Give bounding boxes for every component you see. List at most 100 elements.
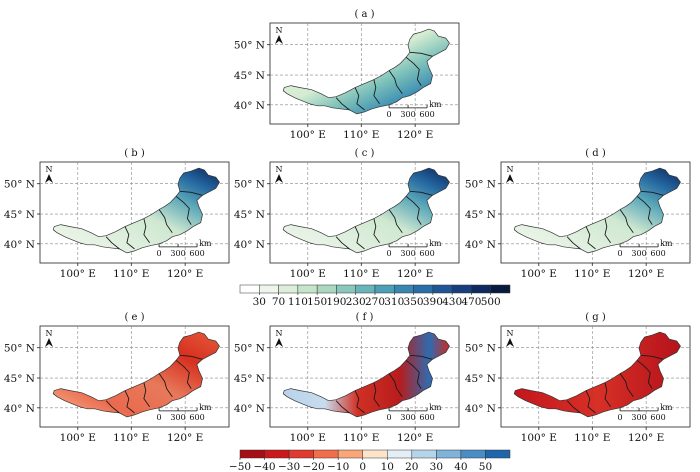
lon-tick-label: 120° E bbox=[397, 268, 433, 280]
internal-boundaries bbox=[335, 354, 433, 414]
scale-bar: km 0 300 600 bbox=[387, 239, 442, 258]
lon-tick-label: 100° E bbox=[521, 432, 557, 444]
scale-tick: 300 bbox=[400, 413, 415, 422]
colorbar-swatch bbox=[355, 284, 376, 294]
colorbar-tick: 50 bbox=[479, 461, 492, 472]
lon-tick-label: 100° E bbox=[60, 432, 96, 444]
north-label: N bbox=[507, 165, 514, 174]
lat-tick-label: 50° N bbox=[4, 343, 35, 355]
region-outline bbox=[282, 28, 450, 115]
scale-tick: 600 bbox=[650, 413, 665, 422]
colorbar-swatch bbox=[490, 284, 511, 294]
scale-tick: 300 bbox=[631, 249, 646, 258]
colorbar-swatch bbox=[471, 284, 491, 294]
scale-unit: km bbox=[429, 100, 442, 109]
scale-tick: 600 bbox=[650, 249, 665, 258]
colorbar-tick: 310 bbox=[384, 296, 404, 308]
north-arrow-icon: N bbox=[275, 329, 283, 347]
north-arrow-icon: N bbox=[45, 329, 53, 347]
colorbar-tick: −40 bbox=[253, 461, 275, 472]
colorbar-swatch bbox=[387, 449, 413, 459]
scale-bar: km 0 300 600 bbox=[157, 403, 212, 422]
scale-tick: 300 bbox=[170, 249, 185, 258]
north-arrow-icon: N bbox=[506, 329, 514, 347]
map-panel-e: ( e ) Nkm 0 300 600 100° E 110° E 120° E 50° N 45… bbox=[4, 312, 230, 444]
north-arrow-icon: N bbox=[275, 26, 283, 44]
lon-tick-label: 110° E bbox=[343, 432, 379, 444]
scale-bar: km 0 300 600 bbox=[618, 403, 673, 422]
lat-tick-label: 40° N bbox=[465, 239, 496, 251]
colorbar-tick: 30 bbox=[253, 296, 266, 308]
lon-tick-label: 120° E bbox=[167, 432, 203, 444]
region-outline bbox=[282, 167, 450, 254]
colorbar-tick: −20 bbox=[303, 461, 325, 472]
map-panel-g: ( g ) Nkm 0 300 600 100° E 110° E 120° E 50° N 45… bbox=[465, 312, 691, 444]
map-panel-a: ( a ) Nkm 0 300 600 100° E 110° E 120° E 50° N 45… bbox=[234, 9, 460, 141]
colorbar-swatch bbox=[411, 449, 437, 459]
colorbar-tick: 350 bbox=[404, 296, 424, 308]
scale-bar: km 0 300 600 bbox=[387, 403, 442, 422]
colorbar-swatch bbox=[336, 284, 356, 294]
north-label: N bbox=[276, 26, 283, 35]
lat-tick-label: 40° N bbox=[465, 403, 496, 415]
panel-label: ( f ) bbox=[356, 312, 374, 323]
colorbar-swatch bbox=[288, 449, 314, 459]
colorbar-tick: 150 bbox=[307, 296, 327, 308]
colorbar-swatch bbox=[485, 449, 511, 459]
north-label: N bbox=[276, 329, 283, 338]
lat-tick-label: 50° N bbox=[234, 40, 265, 52]
colorbar-tick: 270 bbox=[365, 296, 385, 308]
scale-tick: 300 bbox=[631, 413, 646, 422]
colorbar-swatch bbox=[362, 449, 388, 459]
scale-tick: 600 bbox=[419, 110, 434, 119]
scale-tick: 600 bbox=[419, 413, 434, 422]
colorbar-tick: 430 bbox=[442, 296, 462, 308]
colorbar-tick: 190 bbox=[326, 296, 346, 308]
colorbar-swatch bbox=[297, 284, 318, 294]
lon-tick-label: 110° E bbox=[343, 268, 379, 280]
map-panel-c: ( c ) Nkm 0 300 600 100° E 110° E 120° E 50° N 45… bbox=[234, 148, 460, 280]
region-outline bbox=[282, 331, 450, 418]
lon-tick-label: 100° E bbox=[521, 268, 557, 280]
map-panel-b: ( b ) Nkm 0 300 600 100° E 110° E 120° E 50° N 45… bbox=[4, 148, 230, 280]
lat-tick-label: 40° N bbox=[234, 100, 265, 112]
scale-tick: 600 bbox=[189, 249, 204, 258]
colorbar-tick: 110 bbox=[288, 296, 308, 308]
map-panel-d: ( d ) Nkm 0 300 600 100° E 110° E 120° E 50° N 45… bbox=[465, 148, 691, 280]
map-panel-f: ( f ) Nkm 0 300 600 100° E 110° E 120° E 50° N 45… bbox=[234, 312, 460, 444]
panel-label: ( g ) bbox=[585, 312, 606, 323]
lat-tick-label: 45° N bbox=[465, 209, 496, 221]
colorbar-swatch bbox=[259, 284, 279, 294]
internal-boundaries bbox=[335, 190, 433, 250]
colorbar-swatch bbox=[264, 449, 290, 459]
lat-tick-label: 40° N bbox=[234, 239, 265, 251]
colorbar-tick: 0 bbox=[359, 461, 366, 472]
scale-bar: km 0 300 600 bbox=[618, 239, 673, 258]
colorbar-swatch bbox=[316, 284, 337, 294]
lon-tick-label: 120° E bbox=[397, 432, 433, 444]
lat-tick-label: 50° N bbox=[465, 179, 496, 191]
lat-tick-label: 50° N bbox=[234, 179, 265, 191]
lat-tick-label: 45° N bbox=[4, 373, 35, 385]
colorbar-swatch bbox=[337, 449, 363, 459]
scale-tick: 0 bbox=[618, 413, 623, 422]
lat-tick-label: 45° N bbox=[234, 209, 265, 221]
colorbar-tick: −50 bbox=[229, 461, 251, 472]
colorbar-absolute: 30 70 110 150 190 230 270 310 350 390 430 470 500 bbox=[239, 284, 511, 308]
scale-tick: 0 bbox=[157, 249, 162, 258]
scale-unit: km bbox=[199, 403, 212, 412]
scale-tick: 0 bbox=[387, 413, 392, 422]
lat-tick-label: 45° N bbox=[4, 209, 35, 221]
colorbar-swatch bbox=[436, 449, 462, 459]
lat-tick-label: 40° N bbox=[4, 239, 35, 251]
lat-tick-label: 50° N bbox=[4, 179, 35, 191]
scale-tick: 300 bbox=[400, 110, 415, 119]
north-label: N bbox=[46, 329, 53, 338]
panel-label: ( b ) bbox=[124, 148, 145, 159]
panel-label: ( a ) bbox=[354, 9, 374, 20]
lat-tick-label: 45° N bbox=[234, 70, 265, 82]
colorbar-tick: −30 bbox=[278, 461, 300, 472]
scale-tick: 600 bbox=[419, 249, 434, 258]
scale-tick: 0 bbox=[387, 110, 392, 119]
